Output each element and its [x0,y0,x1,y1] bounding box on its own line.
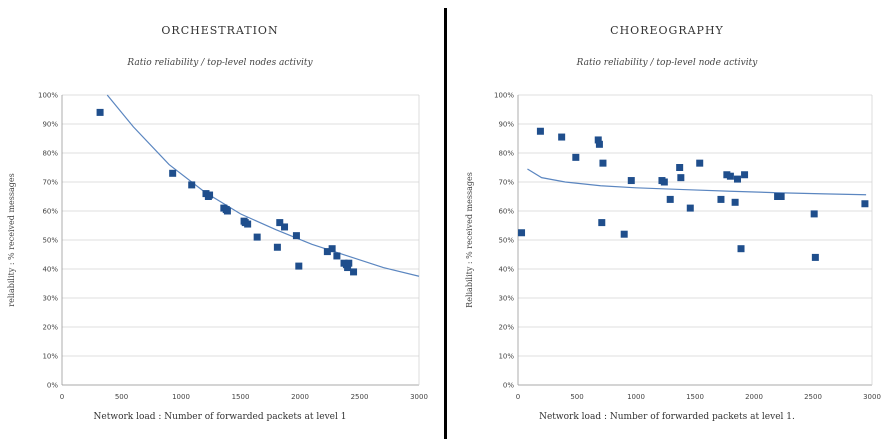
data-point [686,204,694,212]
data-point [273,243,281,251]
orchestration-scatter-chart: 0% 10% 20% 30% 40% 50% 60% 70% 80% 90% 100% 0 500 100… [7,92,428,402]
data-point [292,232,300,240]
y-axis-label: reliability : % received messages [7,173,16,306]
data-point [676,164,684,171]
y-tick-label: 90% [42,121,58,129]
x-tick-label: 2500 [804,393,822,401]
data-point [666,195,674,203]
data-point [323,248,331,256]
chart-subtitle: Ratio reliability / top-level node activ… [576,58,758,68]
y-tick-label: 20% [42,324,58,332]
chart-title: CHOREOGRAPHY [610,24,724,37]
data-point [677,174,685,182]
data-point [696,159,704,167]
data-point [345,259,353,267]
data-point [810,210,818,218]
y-tick-label: 40% [498,266,514,274]
y-tick-label: 30% [42,295,58,303]
data-point [620,230,628,238]
trend-line [106,94,420,277]
data-point [717,195,725,203]
y-tick-label: 90% [498,121,514,129]
data-point [595,140,603,148]
data-point [861,200,869,208]
y-tick-label: 40% [42,266,58,274]
y-tick-label: 70% [42,179,58,187]
data-point [774,193,782,200]
x-tick-label: 0 [516,393,520,401]
x-tick-label: 2000 [291,393,309,401]
data-point [169,169,177,177]
data-point [188,181,196,189]
data-point [598,219,606,227]
chart-title: ORCHESTRATION [161,24,279,37]
y-tick-label: 50% [42,237,58,245]
x-tick-label: 0 [60,393,64,401]
data-point [333,252,341,260]
x-tick-label: 1000 [627,393,645,401]
data-point [558,133,566,141]
data-point [223,207,231,215]
data-point [536,127,544,135]
y-tick-label: 100% [38,92,58,100]
data-point [344,264,352,272]
choreography-scatter-chart: 0% 10% 20% 30% 40% 50% 60% 70% 80% 90% 100% 0 500 100… [465,92,881,402]
data-point [518,229,526,237]
data-point [328,245,336,253]
y-tick-label: 30% [498,295,514,303]
y-tick-label: 50% [498,237,514,245]
x-tick-label: 2500 [351,393,369,401]
data-point [777,193,785,200]
trend-line [527,168,867,196]
x-tick-label: 3000 [410,393,428,401]
y-tick-label: 60% [498,208,514,216]
data-point [741,171,749,179]
choreography-panel: CHOREOGRAPHY Ratio reliability / top-lev… [450,0,884,439]
data-point [733,175,741,183]
x-axis-label: Network load : Number of forwarded packe… [539,412,795,422]
y-tick-label: 80% [498,150,514,158]
y-tick-label: 20% [498,324,514,332]
data-point [244,220,252,228]
x-tick-label: 1500 [686,393,704,401]
data-point [295,262,303,270]
y-tick-label: 10% [498,353,514,361]
data-point [253,233,261,241]
y-axis-label: Reliability : % received messages [465,172,474,308]
x-tick-label: 500 [115,393,128,401]
data-point [276,219,284,227]
x-tick-label: 2000 [745,393,763,401]
data-point [572,153,580,161]
x-tick-label: 500 [570,393,583,401]
y-tick-label: 0% [503,382,514,390]
data-point [660,178,668,186]
data-point [206,191,214,199]
data-point [594,136,602,144]
data-point [281,223,289,231]
panel-divider [444,8,447,439]
data-point [627,177,635,185]
x-axis-label: Network load : Number of forwarded packe… [93,412,347,422]
data-point [350,268,358,276]
x-tick-label: 1000 [172,393,190,401]
data-point [731,198,739,206]
y-tick-label: 0% [47,382,58,390]
data-point [726,172,734,180]
chart-subtitle: Ratio reliability / top-level nodes acti… [127,58,313,68]
y-tick-label: 100% [494,92,514,100]
orchestration-panel: ORCHESTRATION Ratio reliability / top-le… [0,0,440,439]
data-point [96,108,104,116]
y-tick-label: 10% [42,353,58,361]
y-tick-label: 80% [42,150,58,158]
y-tick-label: 60% [42,208,58,216]
x-tick-label: 1500 [232,393,250,401]
x-tick-label: 3000 [863,393,881,401]
data-point [811,253,819,261]
data-point [599,159,607,167]
data-point [737,245,745,253]
data-point [723,171,731,179]
y-tick-label: 70% [498,179,514,187]
